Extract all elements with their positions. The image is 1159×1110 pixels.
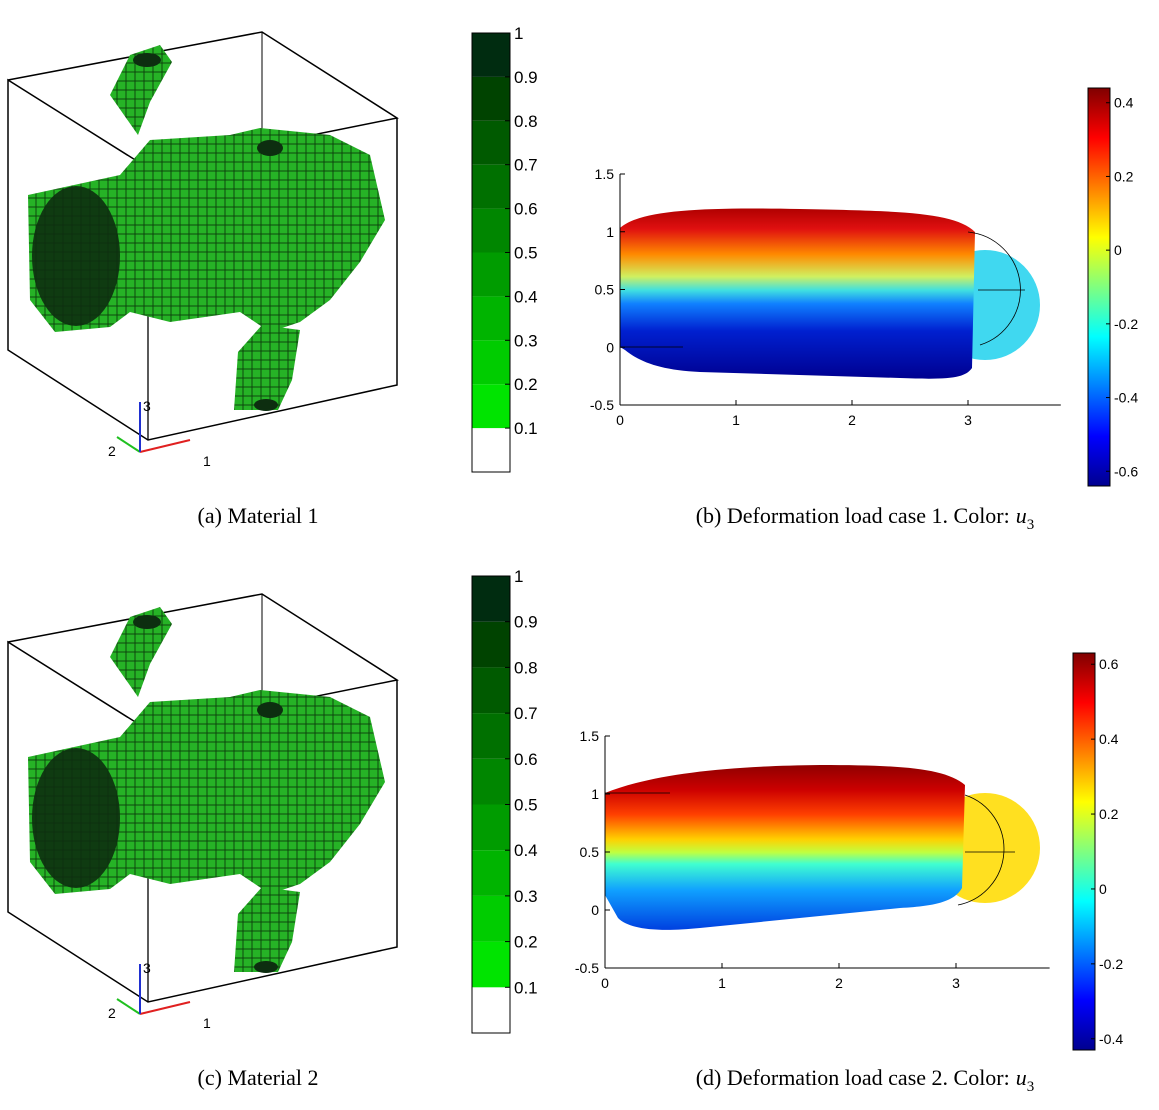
colorbar-tick-label: 0.7	[514, 156, 538, 175]
caption-text: (b) Deformation load case 1. Color:	[696, 503, 1010, 528]
x-tick-label: 1	[718, 975, 726, 991]
colorbar-segment	[472, 713, 510, 759]
y-tick-label: 0	[606, 339, 614, 355]
colorbar-tick-label: 0.2	[514, 933, 538, 952]
caption-subscript: 3	[1027, 1079, 1035, 1095]
reference-outline	[967, 231, 1021, 346]
caption: (c) Material 2	[198, 1065, 319, 1090]
y-tick-label: 0.5	[595, 282, 615, 298]
caption-subscript: 3	[1027, 517, 1035, 533]
colorbar	[1087, 87, 1111, 487]
colorbar-segment	[472, 296, 510, 341]
caption-variable: u	[1016, 503, 1027, 528]
y-tick-label: 0.5	[580, 844, 600, 860]
colorbar-segment	[472, 850, 510, 896]
voxel-layout	[7, 593, 398, 1015]
y-tick-label: -0.5	[575, 960, 599, 976]
y-tick-label: -0.5	[590, 397, 614, 413]
x-tick-label: 2	[848, 412, 856, 428]
deformed-body	[620, 208, 975, 379]
colorbar-tick-label: 0.2	[1099, 806, 1119, 822]
colorbar-tick-label: 0.5	[514, 244, 538, 263]
colorbar-tick-label: 0	[1099, 881, 1107, 897]
colorbar-segment	[472, 120, 510, 165]
colorbar-tick-label: 0.4	[514, 287, 538, 306]
colorbar-tick-label: -0.4	[1099, 1031, 1123, 1047]
colorbar-tick-label: 0.4	[1099, 731, 1119, 747]
x-tick-label: 3	[952, 975, 960, 991]
x-tick-label: 1	[732, 412, 740, 428]
colorbar-tick-label: 0.4	[514, 841, 538, 860]
colorbar-tick-label: 0.6	[1099, 656, 1119, 672]
colorbar-tick-label: 0.7	[514, 704, 538, 723]
colorbar-segment	[472, 164, 510, 209]
axis-label: 1	[203, 1015, 211, 1031]
colorbar-segment	[472, 941, 510, 988]
caption-text: (c) Material 2	[198, 1065, 319, 1090]
colorbar-segment	[472, 758, 510, 805]
axis-label: 3	[143, 960, 151, 976]
colorbar-segment	[472, 428, 510, 472]
y-tick-label: 1.5	[580, 728, 600, 744]
y-tick-label: 0	[591, 902, 599, 918]
axis-label: 1	[203, 453, 211, 469]
axis-label: 2	[108, 1005, 116, 1021]
caption: (a) Material 1	[198, 503, 319, 528]
colorbar-segment	[472, 208, 510, 253]
colorbar-tick-label: -0.4	[1114, 390, 1138, 406]
colorbar-segment	[472, 987, 510, 1033]
colorbar-segment	[472, 804, 510, 851]
y-tick-label: 1	[591, 786, 599, 802]
colorbar-tick-label: 0.2	[1114, 168, 1134, 184]
colorbar-tick-label: 0.5	[514, 796, 538, 815]
colorbar-segment	[472, 576, 510, 622]
axis-label: 3	[143, 398, 151, 414]
deformed-body	[605, 765, 965, 930]
y-tick-label: 1.5	[595, 166, 615, 182]
colorbar-tick-label: 0.6	[514, 750, 538, 769]
colorbar-tick-label: 0.1	[514, 978, 538, 997]
caption-text: (d) Deformation load case 2. Color:	[696, 1065, 1010, 1090]
colorbar-segment	[472, 895, 510, 942]
colorbar-tick-label: 0.2	[514, 375, 538, 394]
caption: (b) Deformation load case 1. Color: u3	[696, 503, 1035, 533]
colorbar-tick-label: 0	[1114, 242, 1122, 258]
colorbar-segment	[472, 340, 510, 385]
colorbar-tick-label: 0.8	[514, 658, 538, 677]
x-tick-label: 2	[835, 975, 843, 991]
colorbar-tick-label: 0.4	[1114, 95, 1134, 111]
x-tick-label: 0	[616, 412, 624, 428]
colorbar-segment	[472, 621, 510, 668]
colorbar-tick-label: 1	[514, 567, 523, 586]
colorbar-tick-label: -0.2	[1114, 316, 1138, 332]
colorbar-tick-label: 0.6	[514, 200, 538, 219]
colorbar-segment	[472, 252, 510, 297]
caption-variable: u	[1016, 1065, 1027, 1090]
colorbar-tick-label: 1	[514, 24, 523, 43]
colorbar-tick-label: -0.2	[1099, 956, 1123, 972]
caption: (d) Deformation load case 2. Color: u3	[696, 1065, 1035, 1095]
caption-text: (a) Material 1	[198, 503, 319, 528]
colorbar-tick-label: 0.9	[514, 68, 538, 87]
colorbar-tick-label: 0.8	[514, 112, 538, 131]
colorbar-segment	[472, 33, 510, 77]
colorbar-tick-label: 0.1	[514, 419, 538, 438]
x-tick-label: 3	[964, 412, 972, 428]
colorbar-segment	[472, 667, 510, 714]
colorbar-segment	[472, 384, 510, 429]
x-tick-label: 0	[601, 975, 609, 991]
colorbar-segment	[472, 76, 510, 121]
colorbar-tick-label: 0.9	[514, 613, 538, 632]
colorbar	[1072, 652, 1096, 1051]
y-tick-label: 1	[606, 224, 614, 240]
colorbar-tick-label: 0.3	[514, 331, 538, 350]
axis-label: 2	[108, 443, 116, 459]
voxel-layout	[7, 31, 398, 453]
colorbar-tick-label: -0.6	[1114, 463, 1138, 479]
colorbar-tick-label: 0.3	[514, 887, 538, 906]
reference-outline	[957, 794, 1005, 906]
